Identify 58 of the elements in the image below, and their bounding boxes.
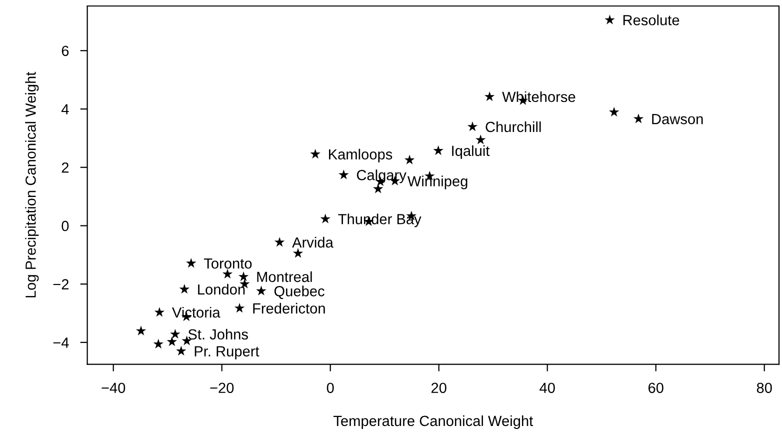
point: [136, 326, 146, 336]
point: [179, 284, 190, 294]
x-tick-label: −40: [102, 382, 126, 394]
y-tick-label: −2: [53, 279, 69, 290]
annotation: Montreal: [257, 271, 312, 282]
annotation: London: [198, 284, 245, 295]
annotation: Kamloops: [329, 148, 392, 162]
point: [153, 338, 164, 349]
x-tick-label: 80: [756, 382, 772, 394]
point: [238, 271, 249, 282]
x-tick-label: −20: [210, 382, 234, 394]
point: [256, 286, 266, 296]
point: [476, 134, 486, 144]
point: [604, 14, 615, 24]
x-tick-label: 0: [326, 382, 334, 394]
annotation: Resolute: [623, 14, 680, 26]
point: [338, 170, 349, 180]
annotation: Winnipeg: [407, 176, 468, 190]
y-tick-label: 4: [61, 104, 69, 114]
annotation: Calgary: [356, 170, 406, 184]
annotation: Arvida: [292, 236, 334, 248]
x-tick-label: 60: [648, 382, 664, 394]
point: [633, 114, 644, 124]
annotation: Dawson: [652, 114, 703, 124]
y-tick-label: 6: [62, 46, 69, 56]
y-tick-label: 0: [62, 220, 69, 232]
point: [154, 306, 165, 317]
annotation: Toronto: [204, 258, 252, 269]
annotation: Pr. Rupert: [194, 346, 260, 360]
y-axis-title: Log Precipitation Canonical Weight: [25, 72, 39, 298]
point: [433, 145, 444, 156]
annotation: Whitehorse: [502, 91, 576, 102]
point: [234, 302, 245, 313]
point: [310, 148, 320, 159]
annotation: Victoria: [172, 306, 220, 318]
point: [186, 258, 196, 268]
annotation: St. Johns: [188, 328, 248, 340]
point: [170, 328, 180, 339]
annotation: Quebec: [274, 286, 324, 299]
annotation: Churchill: [486, 121, 541, 132]
point: [467, 121, 478, 132]
point: [320, 214, 330, 224]
x-axis-title: Temperature Canonical Weight: [334, 415, 534, 429]
annotation: Iqaluit: [452, 145, 490, 159]
point: [222, 268, 233, 278]
point: [274, 236, 285, 247]
point: [176, 346, 186, 356]
x-tick-label: 20: [431, 382, 446, 394]
point: [404, 154, 415, 164]
annotation: Fredericton: [253, 302, 325, 314]
y-tick-label: 2: [62, 162, 69, 173]
point: [292, 248, 304, 258]
x-tick-label: 40: [540, 382, 555, 394]
point: [484, 91, 495, 102]
y-tick-label: −4: [53, 338, 69, 348]
point: [372, 184, 384, 194]
point: [608, 106, 620, 117]
point: [166, 336, 178, 346]
